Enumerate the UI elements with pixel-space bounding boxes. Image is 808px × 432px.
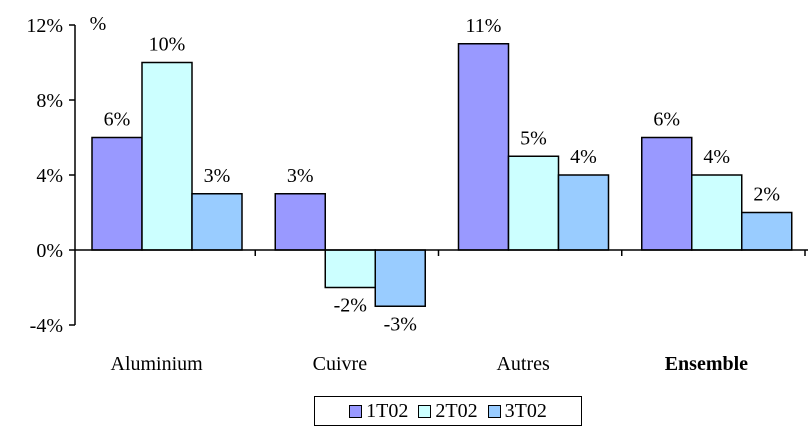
legend-item-2T02: 2T02 xyxy=(418,399,478,423)
y-tick-label: 8% xyxy=(36,90,63,112)
data-label-1T02-Ensemble: 6% xyxy=(653,109,680,131)
bar-3T02-Autres xyxy=(557,174,610,251)
data-label-2T02-Autres: 5% xyxy=(520,127,547,149)
bar-3T02-Ensemble xyxy=(741,211,793,251)
axes-group xyxy=(69,24,808,326)
bars-group xyxy=(91,43,793,307)
category-label-cuivre: Cuivre xyxy=(313,353,368,375)
legend-item-1T02: 1T02 xyxy=(349,400,408,423)
category-label-autres: Autres xyxy=(496,353,550,375)
legend-swatch xyxy=(487,404,501,418)
data-label-2T02-Cuivre: -2% xyxy=(334,295,367,317)
data-label-3T02-Ensemble: 2% xyxy=(753,184,780,206)
data-label-2T02-Aluminium: 10% xyxy=(149,34,186,56)
data-label-1T02-Cuivre: 3% xyxy=(287,165,314,187)
bar-2T02-Cuivre xyxy=(324,249,376,289)
bar-3T02-Cuivre xyxy=(374,249,426,307)
bar-1T02-Autres xyxy=(457,43,510,251)
y-tick-label: 4% xyxy=(36,165,63,187)
legend-label: 3T02 xyxy=(504,399,547,422)
legend: 1T02 2T02 3T02 xyxy=(314,396,582,426)
bar-2T02-Aluminium xyxy=(141,61,193,251)
legend-label: 2T02 xyxy=(435,399,478,422)
legend-item-3T02: 3T02 xyxy=(487,399,547,423)
data-label-1T02-Aluminium: 6% xyxy=(104,109,131,131)
bar-1T02-Aluminium xyxy=(91,136,143,251)
bar-1T02-Cuivre xyxy=(274,193,326,251)
bar-3T02-Aluminium xyxy=(191,193,243,251)
data-label-3T02-Autres: 4% xyxy=(570,146,597,168)
unit-label: % xyxy=(90,13,107,35)
category-label-aluminium: Aluminium xyxy=(111,353,204,375)
y-tick-label: 12% xyxy=(26,15,63,37)
bar-2T02-Autres xyxy=(507,155,560,251)
y-tick-label: 0% xyxy=(36,240,63,262)
legend-swatch xyxy=(418,404,432,418)
data-label-3T02-Cuivre: -3% xyxy=(384,313,417,335)
y-tick-label: -4% xyxy=(30,315,63,337)
data-label-2T02-Ensemble: 4% xyxy=(703,146,730,168)
bar-2T02-Ensemble xyxy=(691,174,743,251)
legend-label: 1T02 xyxy=(366,399,409,422)
data-label-3T02-Aluminium: 3% xyxy=(204,165,231,187)
legend-swatch xyxy=(349,404,363,418)
data-label-1T02-Autres: 11% xyxy=(466,15,502,37)
category-label-ensemble: Ensemble xyxy=(665,353,748,375)
bar-1T02-Ensemble xyxy=(641,136,693,251)
labels-group: 6% 10% 3% Aluminium 3% -2% -3% Cuivre 11% 5% 4% Aut… xyxy=(26,13,780,375)
